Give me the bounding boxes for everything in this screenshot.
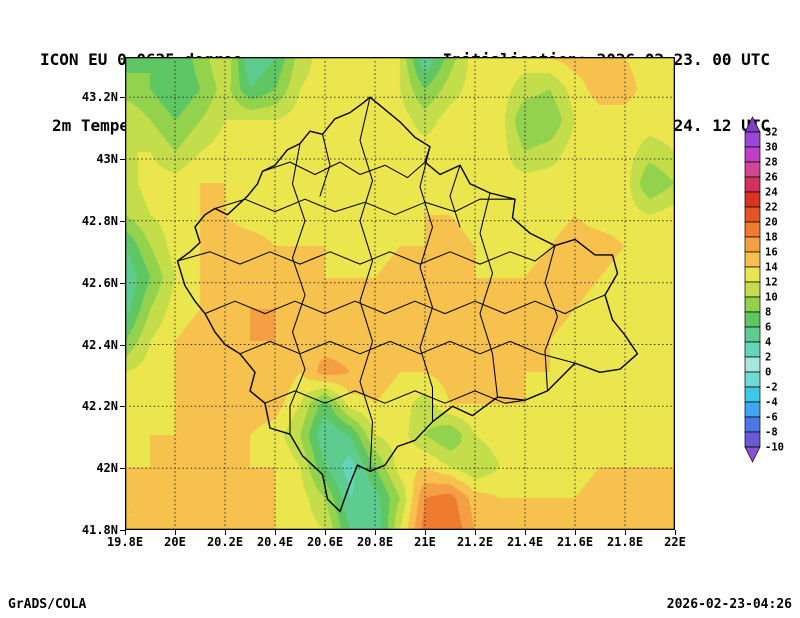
y-tick-label: 42.8N [81,213,118,228]
y-tick-label: 42N [96,461,118,476]
map-plot-area [125,57,675,530]
colorbar-band [744,221,761,238]
colorbar-label: 14 [765,262,778,274]
x-tick-label: 21E [414,535,436,549]
x-tick-mark [275,530,276,535]
x-tick-label: 22E [664,535,686,549]
colorbar-band [744,386,761,403]
colorbar-arrow-low [744,446,761,463]
x-tick-label: 21.2E [456,535,494,549]
colorbar-label: 4 [765,337,771,349]
colorbar-band [744,131,761,148]
colorbar-label: 10 [765,292,778,304]
y-tick-mark [120,530,125,531]
map-overlay [125,57,675,530]
y-tick-mark [120,159,125,161]
colorbar-band [744,416,761,433]
y-tick-mark [120,220,125,222]
grads-credit: GrADS/COLA [8,597,87,612]
colorbar-band [744,311,761,328]
colorbar-label: 6 [765,322,771,334]
colorbar-band [744,356,761,373]
colorbar-band [744,176,761,193]
y-tick-mark [120,97,125,99]
y-tick-label: 42.4N [81,337,118,352]
y-tick-label: 42.6N [81,275,118,290]
colorbar-band [744,146,761,163]
colorbar-band [744,326,761,343]
colorbar-label: -4 [765,397,778,409]
x-tick-label: 20.8E [356,535,394,549]
x-tick-mark [125,530,126,535]
x-tick-mark [425,530,426,535]
colorbar-band [744,266,761,283]
y-tick-mark [120,282,125,284]
x-tick-mark [175,530,176,535]
colorbar-band [744,191,761,208]
colorbar-band [744,371,761,388]
x-tick-label: 20.4E [256,535,294,549]
x-tick-mark [525,530,526,535]
colorbar-label: 2 [765,352,771,364]
colorbar-band [744,341,761,358]
colorbar-label: -2 [765,382,778,394]
colorbar-label: 0 [765,367,771,379]
temperature-heatmap [125,57,675,530]
colorbar-label: -6 [765,412,778,424]
y-tick-label: 43.2N [81,90,118,105]
colorbar-label: 20 [765,217,778,229]
x-tick-label: 19.8E [106,535,144,549]
colorbar-label: 12 [765,277,778,289]
x-tick-mark [675,530,676,535]
colorbar-band [744,161,761,178]
colorbar-label: 24 [765,187,778,199]
kosovo-outline [176,96,639,513]
x-tick-mark [375,530,376,535]
x-tick-mark [625,530,626,535]
colorbar-label: -10 [765,442,784,454]
colorbar-label: 18 [765,232,778,244]
colorbar-band [744,236,761,253]
colorbar-band [744,251,761,268]
x-tick-mark [475,530,476,535]
y-tick-label: 42.2N [81,399,118,414]
y-tick-mark [120,468,125,470]
x-tick-label: 20.2E [206,535,244,549]
x-tick-mark [575,530,576,535]
colorbar-band [744,431,761,448]
colorbar-label: 26 [765,172,778,184]
latlon-grid [125,57,675,530]
x-tick-label: 20E [164,535,186,549]
municipal-boundaries [176,96,606,472]
render-timestamp: 2026-02-23-04:26 [666,597,792,612]
colorbar-label: -8 [765,427,778,439]
plot-frame [125,57,675,530]
colorbar-label: 8 [765,307,771,319]
y-tick-mark [120,344,125,346]
x-tick-mark [225,530,226,535]
colorbar-band [744,296,761,313]
colorbar-label: 30 [765,142,778,154]
colorbar-label: 32 [765,127,778,139]
y-tick-label: 41.8N [81,523,118,537]
x-tick-mark [325,530,326,535]
colorbar-band [744,206,761,223]
colorbar-band [744,401,761,418]
x-tick-label: 21.6E [556,535,594,549]
colorbar-band [744,281,761,298]
colorbar-label: 16 [765,247,778,259]
x-tick-label: 20.6E [306,535,344,549]
colorbar-label: 22 [765,202,778,214]
y-tick-label: 43N [96,152,118,167]
colorbar-arrow-high [744,116,761,133]
x-tick-label: 21.8E [606,535,644,549]
x-tick-label: 21.4E [506,535,544,549]
colorbar-label: 28 [765,157,778,169]
y-tick-mark [120,406,125,408]
